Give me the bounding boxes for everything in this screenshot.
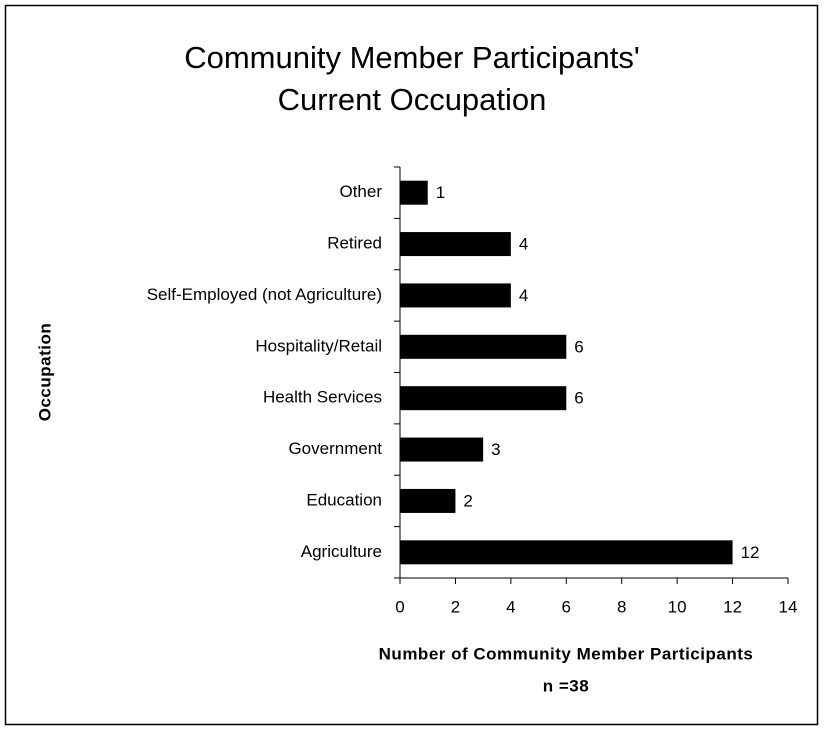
y-tick-label: Health Services [263, 388, 382, 407]
y-tick-label: Education [306, 490, 382, 509]
value-label: 3 [491, 440, 500, 459]
x-tick-label: 8 [617, 597, 626, 616]
value-label: 4 [519, 286, 528, 305]
value-label: 6 [574, 337, 583, 356]
bar [400, 334, 567, 359]
bar [400, 180, 428, 205]
x-axis-title: n =38 [543, 676, 589, 695]
x-tick-label: 12 [723, 597, 742, 616]
x-tick-label: 6 [562, 597, 571, 616]
bar [400, 540, 733, 565]
y-tick-label: Retired [327, 234, 382, 253]
value-label: 12 [741, 543, 760, 562]
x-tick-label: 2 [451, 597, 460, 616]
chart-title: Community Member Participants' [184, 40, 640, 75]
x-tick-label: 14 [779, 597, 798, 616]
value-label: 2 [463, 491, 472, 510]
value-label: 6 [574, 389, 583, 408]
bar [400, 283, 511, 308]
y-tick-label: Other [339, 182, 382, 201]
chart-title: Current Occupation [278, 82, 547, 117]
bar [400, 488, 456, 513]
y-tick-label: Agriculture [301, 542, 382, 561]
bar [400, 437, 484, 462]
x-tick-label: 0 [395, 597, 404, 616]
x-axis-title: Number of Community Member Participants [379, 644, 754, 663]
value-label: 1 [436, 183, 445, 202]
y-tick-label: Self-Employed (not Agriculture) [147, 285, 382, 304]
y-tick-label: Government [288, 439, 382, 458]
y-tick-label: Hospitality/Retail [255, 336, 382, 355]
x-tick-label: 4 [506, 597, 515, 616]
bar [400, 386, 567, 411]
chart-border [4, 4, 819, 726]
value-label: 4 [519, 235, 528, 254]
bar [400, 232, 511, 257]
y-axis-title: Occupation [35, 323, 54, 422]
x-tick-label: 10 [668, 597, 687, 616]
